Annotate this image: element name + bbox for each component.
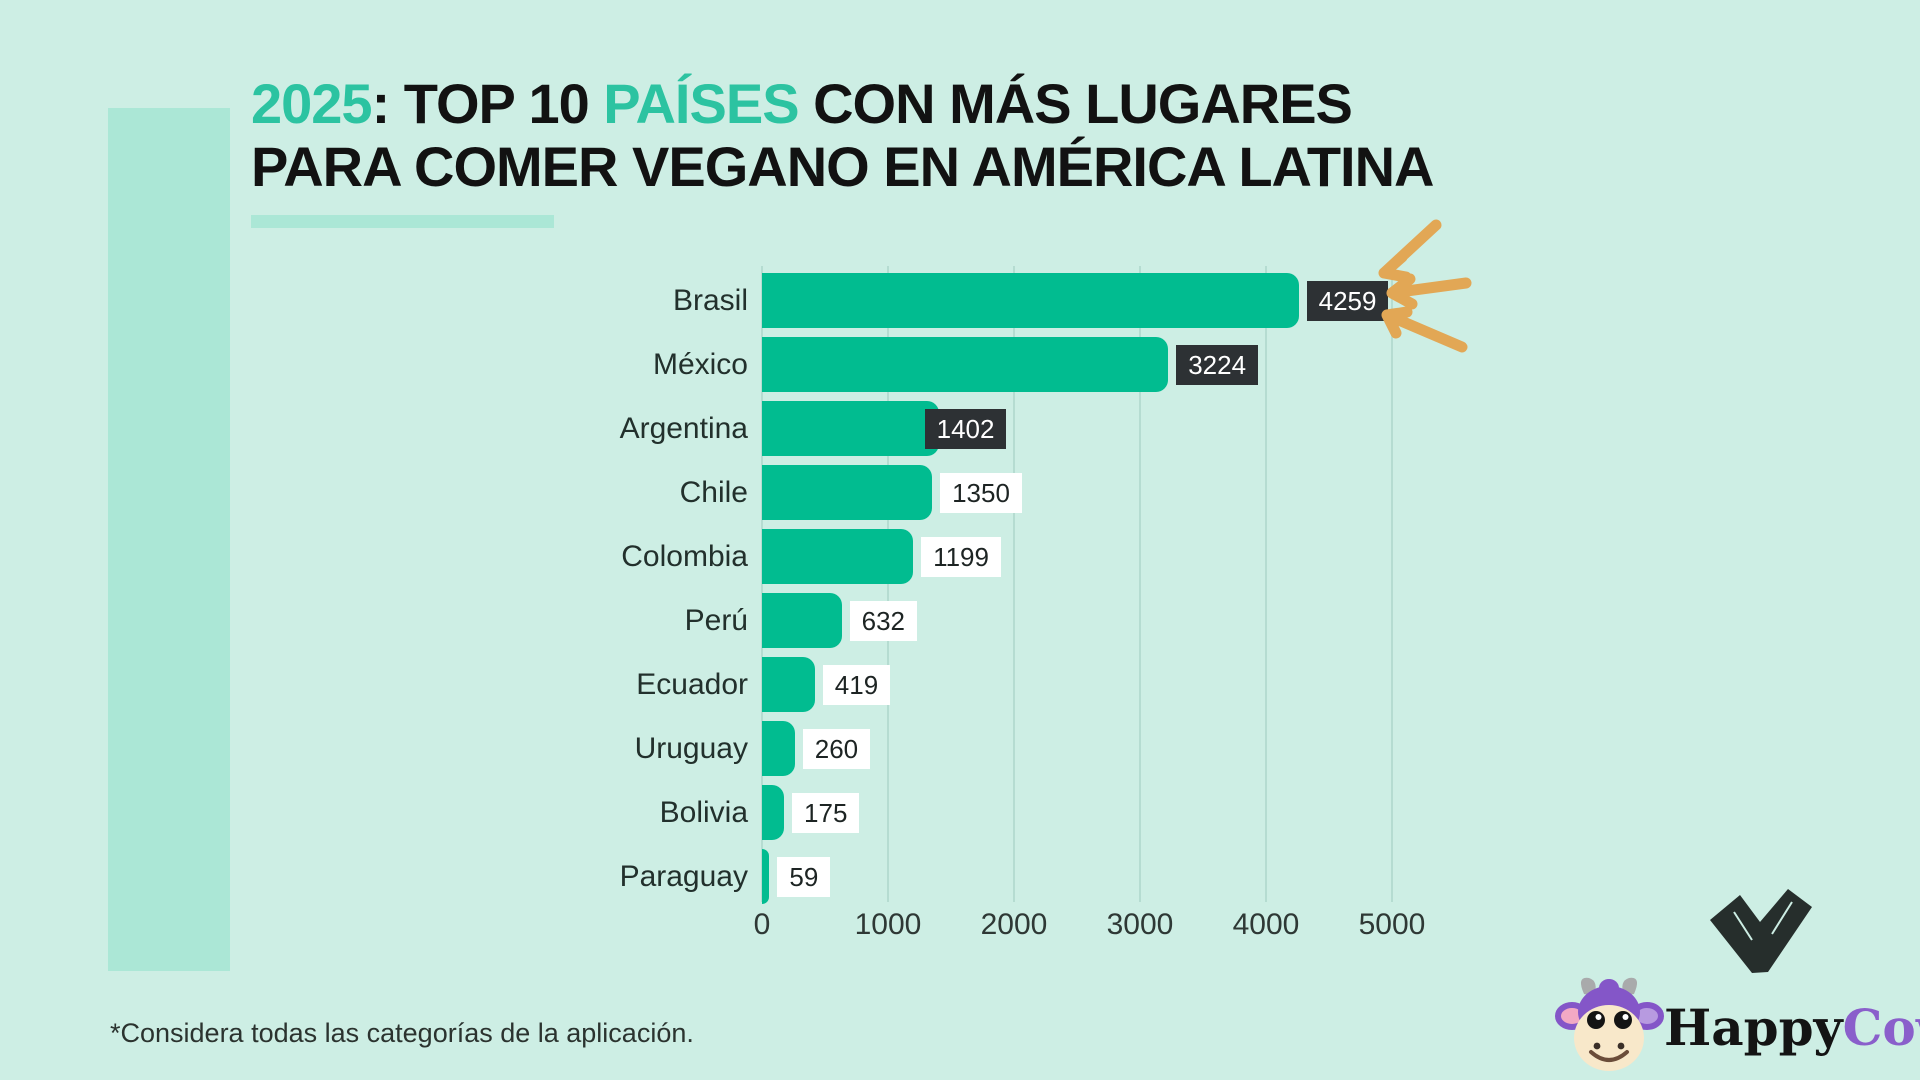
bar-chile (762, 465, 933, 520)
country-label: Chile (679, 475, 748, 509)
x-tick-label: 0 (753, 908, 771, 941)
country-label: Brasil (672, 283, 748, 317)
bar-argentina (762, 401, 939, 456)
country-label: Uruguay (634, 731, 748, 765)
x-tick-label: 1000 (854, 908, 922, 941)
x-gridline (1391, 266, 1393, 902)
bar-brasil (762, 273, 1299, 328)
value-label: 419 (822, 664, 891, 705)
x-tick-label: 2000 (980, 908, 1048, 941)
brand-happy: Happy (1664, 998, 1843, 1057)
emphasis-arrows-icon (1378, 219, 1472, 353)
country-label: Ecuador (636, 667, 748, 701)
x-gridline (887, 266, 889, 902)
side-accent-panel (108, 108, 230, 971)
country-label: México (652, 347, 748, 381)
title-underline (251, 215, 554, 228)
bar-colombia (762, 529, 914, 584)
title-highlight: PAÍSES (603, 72, 799, 135)
value-label: 1350 (940, 472, 1022, 513)
x-tick-label: 3000 (1106, 908, 1174, 941)
x-tick-label: 4000 (1232, 908, 1300, 941)
country-label: Argentina (619, 411, 748, 445)
bar-paraguay (762, 849, 770, 904)
title-line2: PARA COMER VEGANO EN AMÉRICA LATINA (251, 135, 1434, 199)
value-label: 1402 (924, 408, 1007, 449)
country-label: Bolivia (659, 795, 748, 829)
title-segment: CON MÁS LUGARES (798, 72, 1353, 135)
heart-checkmark-icon (1710, 889, 1812, 973)
footnote: *Considera todas las categorías de la ap… (110, 1018, 694, 1048)
value-label: 59 (777, 856, 831, 897)
value-label: 4259 (1306, 280, 1389, 321)
bar-uruguay (762, 721, 795, 776)
country-label: Colombia (621, 539, 748, 573)
x-gridline (1013, 266, 1015, 902)
brand-logo-text: HappyCow (1664, 998, 1920, 1057)
value-label: 260 (802, 728, 871, 769)
brand-cow: Cow (1842, 998, 1920, 1057)
bar-peru (762, 593, 842, 648)
title-year: 2025 (251, 72, 373, 135)
value-label: 3224 (1176, 344, 1259, 385)
x-gridline (761, 266, 763, 902)
bar-mexico (762, 337, 1169, 392)
country-label: Perú (684, 603, 748, 637)
happycow-mascot-icon (1555, 977, 1664, 1071)
title-segment: : TOP 10 (371, 72, 604, 135)
x-gridline (1265, 266, 1267, 902)
value-label: 1199 (921, 536, 1001, 577)
country-label: Paraguay (619, 859, 748, 893)
value-label: 175 (792, 792, 860, 833)
x-gridline (1139, 266, 1141, 902)
value-label: 632 (849, 600, 918, 641)
bar-bolivia (762, 785, 785, 840)
x-tick-label: 5000 (1358, 908, 1426, 941)
bar-ecuador (762, 657, 815, 712)
page-title: 2025: TOP 10 PAÍSES CON MÁS LUGARES PARA… (251, 72, 1501, 199)
